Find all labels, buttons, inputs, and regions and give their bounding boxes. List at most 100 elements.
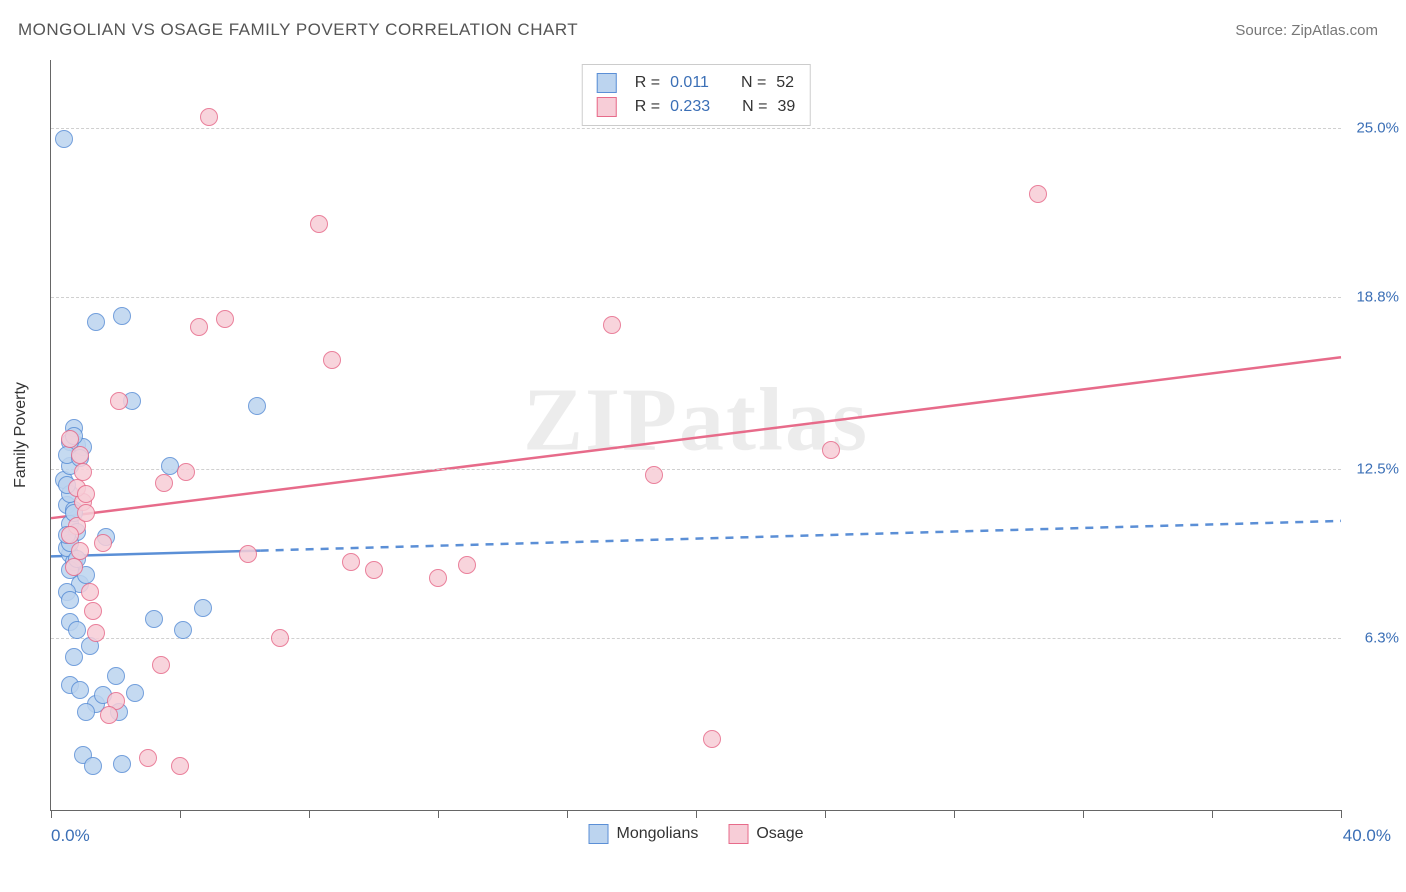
x-tick — [180, 810, 181, 818]
data-point-osage — [703, 730, 721, 748]
data-point-osage — [61, 526, 79, 544]
data-point-osage — [110, 392, 128, 410]
data-point-osage — [323, 351, 341, 369]
y-tick-label: 12.5% — [1356, 461, 1399, 478]
scatter-plot: Family Poverty ZIPatlas R =0.011N =52R =… — [50, 60, 1341, 811]
data-point-osage — [84, 602, 102, 620]
gridline — [51, 638, 1341, 639]
data-point-osage — [342, 553, 360, 571]
data-point-osage — [458, 556, 476, 574]
data-point-mongolians — [248, 397, 266, 415]
data-point-osage — [81, 583, 99, 601]
source-link[interactable]: ZipAtlas.com — [1291, 22, 1378, 39]
data-point-osage — [429, 569, 447, 587]
data-point-osage — [216, 310, 234, 328]
x-tick — [1341, 810, 1342, 818]
legend-swatch — [589, 824, 609, 844]
data-point-osage — [152, 656, 170, 674]
data-point-osage — [645, 466, 663, 484]
correlation-legend: R = 0.011 N = 52 R = 0.233 N = 39 — [582, 64, 811, 126]
source-credit: Source: ZipAtlas.com — [1235, 22, 1378, 39]
gridline — [51, 297, 1341, 298]
data-point-mongolians — [77, 703, 95, 721]
x-tick — [309, 810, 310, 818]
source-prefix: Source: — [1235, 22, 1291, 39]
x-tick — [696, 810, 697, 818]
legend-label: Osage — [756, 825, 803, 842]
gridline — [51, 469, 1341, 470]
legend-label: Mongolians — [617, 825, 699, 842]
data-point-osage — [77, 504, 95, 522]
data-point-mongolians — [87, 313, 105, 331]
series-legend: Mongolians Osage — [589, 824, 804, 844]
data-point-osage — [71, 446, 89, 464]
trend-line — [51, 357, 1341, 518]
x-axis-max-label: 40.0% — [1343, 826, 1391, 846]
trend-line — [261, 521, 1341, 551]
data-point-osage — [65, 558, 83, 576]
data-point-mongolians — [61, 591, 79, 609]
data-point-mongolians — [65, 648, 83, 666]
data-point-osage — [271, 629, 289, 647]
data-point-mongolians — [71, 681, 89, 699]
data-point-osage — [171, 757, 189, 775]
legend-r-label: R = — [635, 95, 660, 119]
data-point-mongolians — [113, 307, 131, 325]
x-tick — [567, 810, 568, 818]
legend-r-value: 0.011 — [670, 71, 709, 95]
data-point-mongolians — [107, 667, 125, 685]
data-point-mongolians — [145, 610, 163, 628]
x-tick — [1083, 810, 1084, 818]
x-tick — [51, 810, 52, 818]
data-point-mongolians — [84, 757, 102, 775]
legend-r-label: R = — [635, 71, 660, 95]
data-point-osage — [155, 474, 173, 492]
data-point-mongolians — [55, 130, 73, 148]
data-point-osage — [822, 441, 840, 459]
trend-lines-layer — [51, 60, 1341, 810]
data-point-osage — [200, 108, 218, 126]
data-point-osage — [1029, 185, 1047, 203]
data-point-osage — [365, 561, 383, 579]
gridline — [51, 128, 1341, 129]
legend-item-mongolians: Mongolians — [589, 824, 699, 844]
legend-row-osage: R = 0.233 N = 39 — [597, 95, 796, 119]
data-point-osage — [71, 542, 89, 560]
x-tick — [438, 810, 439, 818]
x-tick — [825, 810, 826, 818]
legend-n-label: N = — [741, 71, 766, 95]
legend-swatch — [597, 97, 617, 117]
legend-r-value: 0.233 — [670, 95, 710, 119]
data-point-osage — [74, 463, 92, 481]
data-point-osage — [239, 545, 257, 563]
legend-n-value: 39 — [777, 95, 795, 119]
data-point-osage — [61, 430, 79, 448]
legend-item-osage: Osage — [728, 824, 803, 844]
legend-swatch — [728, 824, 748, 844]
legend-n-label: N = — [742, 95, 767, 119]
x-axis-min-label: 0.0% — [51, 826, 90, 846]
data-point-osage — [190, 318, 208, 336]
data-point-osage — [94, 534, 112, 552]
y-axis-title: Family Poverty — [12, 382, 30, 488]
legend-n-value: 52 — [776, 71, 794, 95]
x-tick — [1212, 810, 1213, 818]
data-point-osage — [310, 215, 328, 233]
data-point-osage — [77, 485, 95, 503]
x-tick — [954, 810, 955, 818]
watermark: ZIPatlas — [523, 369, 869, 472]
data-point-mongolians — [194, 599, 212, 617]
y-tick-label: 18.8% — [1356, 289, 1399, 306]
legend-row-mongolians: R = 0.011 N = 52 — [597, 71, 796, 95]
data-point-mongolians — [126, 684, 144, 702]
data-point-mongolians — [113, 755, 131, 773]
data-point-mongolians — [174, 621, 192, 639]
data-point-osage — [100, 706, 118, 724]
data-point-osage — [87, 624, 105, 642]
legend-swatch — [597, 73, 617, 93]
chart-title: MONGOLIAN VS OSAGE FAMILY POVERTY CORREL… — [18, 20, 578, 40]
data-point-osage — [139, 749, 157, 767]
data-point-osage — [177, 463, 195, 481]
y-tick-label: 25.0% — [1356, 120, 1399, 137]
data-point-osage — [603, 316, 621, 334]
